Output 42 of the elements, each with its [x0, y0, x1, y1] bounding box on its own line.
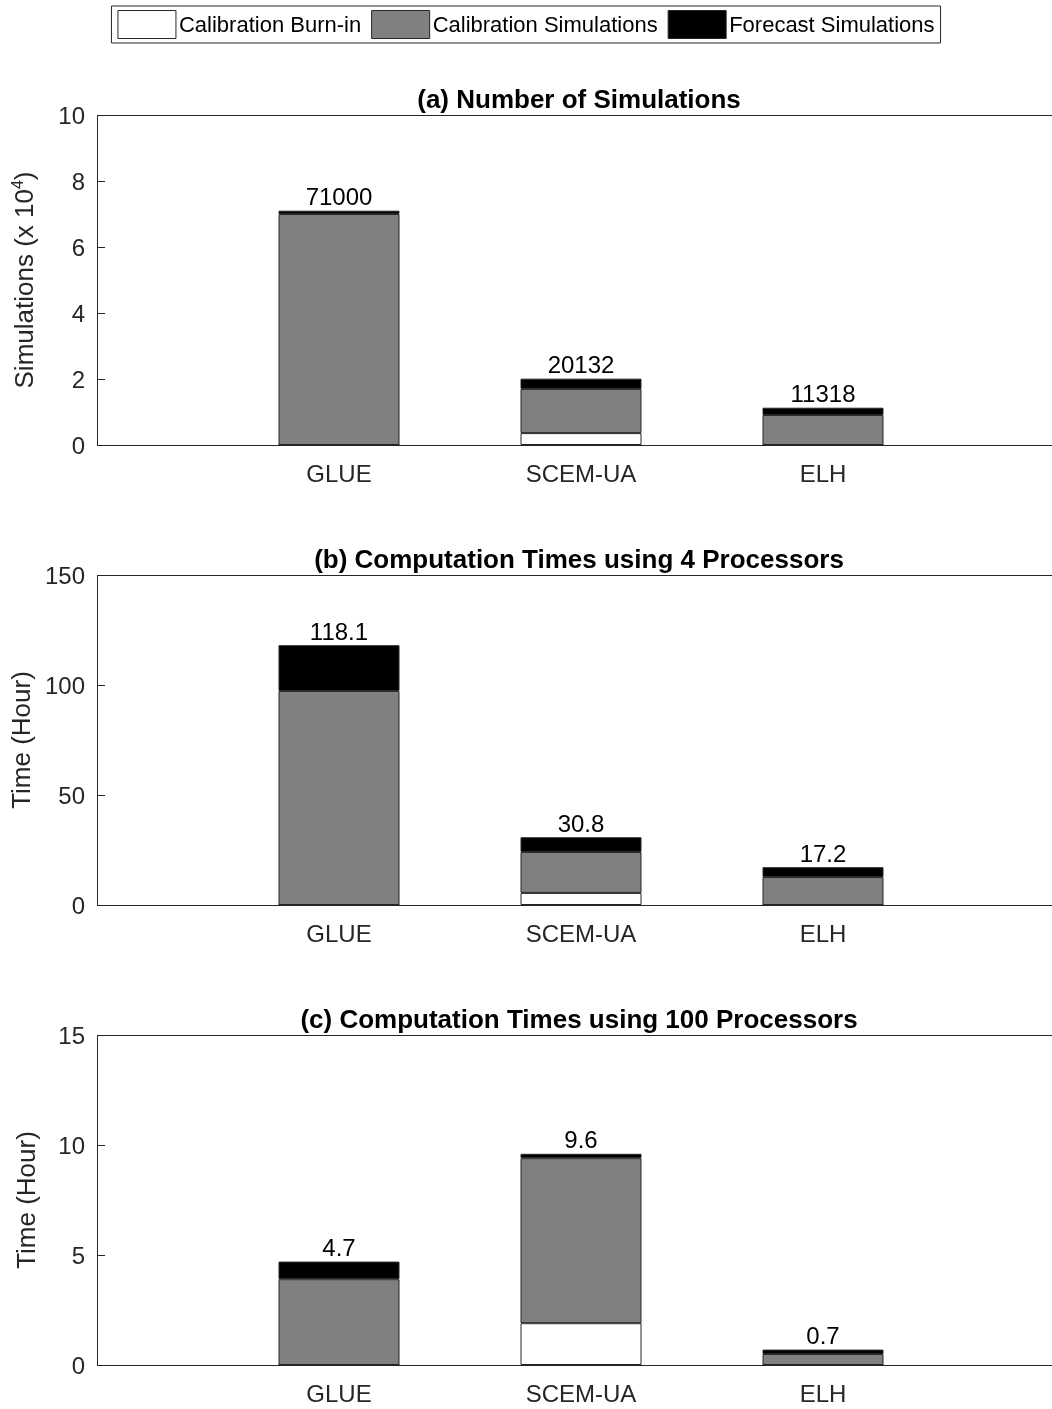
x-tick-label: GLUE [306, 1379, 372, 1407]
y-tick-label: 15 [58, 1021, 85, 1049]
total-label: 118.1 [309, 617, 369, 645]
y-tick-label: 100 [44, 671, 85, 699]
legend-label: Forecast Simulations [729, 12, 935, 37]
y-tick-label: 2 [71, 365, 85, 393]
x-tick-label: SCEM-UA [525, 1379, 637, 1407]
total-label: 9.6 [564, 1126, 598, 1154]
chart-title: (c) Computation Times using 100 Processors [300, 1004, 858, 1034]
x-tick-label: SCEM-UA [525, 919, 637, 947]
x-tick-label: SCEM-UA [525, 459, 637, 487]
chart-title: (b) Computation Times using 4 Processors [314, 544, 844, 574]
y-tick-label: 4 [71, 299, 85, 327]
legend-label: Calibration Simulations [432, 12, 658, 37]
chart-title: (a) Number of Simulations [417, 84, 741, 114]
y-tick-label: 0 [71, 1351, 85, 1379]
total-label: 0.7 [806, 1322, 840, 1350]
y-tick-label: 10 [58, 101, 85, 129]
y-axis-title: Time (Hour) [6, 671, 37, 809]
legend-label: Calibration Burn-in [178, 12, 362, 37]
x-tick-label: ELH [799, 1379, 847, 1407]
y-tick-label: 10 [58, 1131, 85, 1159]
total-label: 4.7 [322, 1234, 356, 1262]
y-axis-title: Simulations (x 104) [8, 171, 39, 389]
x-tick-label: ELH [799, 919, 847, 947]
y-tick-label: 150 [44, 561, 85, 589]
y-tick-label: 8 [71, 167, 85, 195]
y-tick-label: 0 [71, 431, 85, 459]
y-axis-title: Time (Hour) [11, 1131, 41, 1269]
x-tick-label: GLUE [306, 459, 372, 487]
x-tick-label: ELH [799, 459, 847, 487]
y-tick-label: 6 [71, 233, 85, 261]
y-tick-label: 0 [71, 891, 85, 919]
annotation: 71000 [305, 183, 373, 211]
total-label: 30.8 [557, 809, 605, 837]
y-tick-label: 50 [58, 781, 85, 809]
bar [278, 214, 400, 445]
annotation: 11318 [790, 380, 856, 408]
x-tick-label: GLUE [306, 919, 372, 947]
y-tick-label: 5 [71, 1241, 85, 1269]
total-label: 17.2 [799, 839, 847, 867]
annotation: 20132 [547, 351, 615, 379]
